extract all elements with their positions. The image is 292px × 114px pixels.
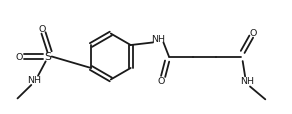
Text: NH: NH <box>240 77 254 86</box>
Text: O: O <box>158 77 165 86</box>
Text: O: O <box>38 25 46 34</box>
Text: O: O <box>249 28 257 37</box>
Text: O: O <box>15 53 23 61</box>
Text: S: S <box>45 52 52 62</box>
Text: NH: NH <box>151 34 165 43</box>
Text: NH: NH <box>27 75 41 84</box>
